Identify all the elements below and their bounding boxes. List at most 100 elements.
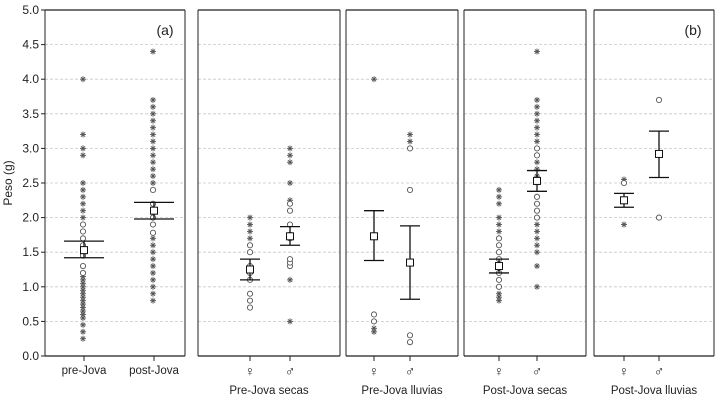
panel-b-group-3-male-point-star xyxy=(534,221,540,228)
panel-a-pre-point-star xyxy=(80,193,86,200)
panel-b-group-3-female-point-star xyxy=(496,214,502,221)
panel-b-group-3-male-point-circle xyxy=(533,145,541,152)
panel-b-group-2-male-point-star xyxy=(407,131,413,138)
sex-symbol-label: ♂ xyxy=(654,363,665,379)
panel-b-group-3-male-point-star xyxy=(534,249,540,256)
panel-b-group-3-male-point-star xyxy=(534,242,540,249)
panel-b-group-1-female-point-star xyxy=(247,221,253,228)
panel-b-group-2-female-point-circle xyxy=(370,318,378,325)
panel-b-group-2-male-point-star xyxy=(407,138,413,145)
panel-b-group-4-female-point-circle xyxy=(620,179,628,187)
panel-a-post-point-star xyxy=(150,242,156,249)
panel-b-group-1-male-point-circle xyxy=(286,256,294,263)
panel-a-pre-point-circle xyxy=(79,235,87,242)
panel-b-group-1-male-point-star xyxy=(287,152,293,159)
sex-symbol-label: ♀ xyxy=(494,363,505,379)
panel-b-group-3-male-point-circle xyxy=(533,207,541,214)
panel-b-group-4-male-point-circle xyxy=(655,96,663,104)
panel-a-pre-point-star xyxy=(80,152,86,159)
panel-b-group-3-male-point-star xyxy=(534,228,540,235)
panel-b-group-1-male-point-star xyxy=(287,180,293,186)
panel-b-group-2-female-mean-marker xyxy=(370,232,378,241)
panel-b-group-2-female-point-star xyxy=(371,76,377,83)
y-tick-label: 2.5 xyxy=(22,176,39,190)
panel-b-group-3-female-point-circle xyxy=(495,283,503,290)
panel-b-group-3-female-point-circle xyxy=(495,242,503,249)
panel-a-post-point-star xyxy=(150,249,156,256)
panel-b-group-1-female-point-star xyxy=(247,228,253,235)
panel-a-post-point-star xyxy=(150,152,156,159)
panel-a-post-point-star xyxy=(150,145,156,152)
panel-b-group-2-male-point-circle xyxy=(406,186,414,193)
panel-b-group-4-male-mean-marker xyxy=(655,149,663,158)
panel-b-group-2-male-point-circle xyxy=(406,332,414,339)
panel-b-group-3-male-point-star xyxy=(534,131,540,138)
panel-b-group-2-male-point-circle xyxy=(406,145,414,152)
group-label: Post-Jova secas xyxy=(483,385,568,397)
panel-b-group-1-female-point-star xyxy=(247,235,253,242)
panel-a-post-point-star xyxy=(150,131,156,138)
panel-a-pre-mean-marker xyxy=(80,246,88,255)
panel-a-post-point-star xyxy=(150,117,156,124)
panel-a-pre-point-star xyxy=(80,335,86,342)
panel-a-post-point-circle xyxy=(149,186,157,193)
panel-b-group-3-male-point-star xyxy=(534,48,540,55)
panel-a-pre-point-star xyxy=(80,200,86,207)
panel-a-pre-point-circle xyxy=(79,269,87,277)
panel-b-group-3-male-point-star xyxy=(534,117,540,124)
panel-b-group-3-male-point-star xyxy=(534,103,540,110)
panel-a-pre-point-star xyxy=(80,207,86,214)
panel-b-group-2-male-point-circle xyxy=(406,339,414,346)
panel-a-post-point-star xyxy=(150,180,156,186)
panel-b-group-1-male-point-star xyxy=(287,145,293,152)
sex-symbol-label: ♀ xyxy=(245,363,256,379)
chart-text: Peso (g) (a) (b) 0.0 0.5 1.0 1.5 2.0 2.5 3.0 3.… xyxy=(1,3,702,397)
panel-b-group-2-female-point-star xyxy=(371,328,377,335)
y-axis-label: Peso (g) xyxy=(1,160,15,205)
panel-a-post-point-star xyxy=(150,269,156,276)
panel-b-group-3-female-point-star xyxy=(496,294,502,301)
panel-b-group-2-female-point-circle xyxy=(370,311,378,318)
panel-b-group-3-female-point-circle xyxy=(495,235,503,242)
panel-a-pre-point-star xyxy=(80,180,86,186)
panel-b-group-3-female-point-star xyxy=(496,221,502,228)
plot-frames xyxy=(41,9,715,361)
y-tick-label: 3.0 xyxy=(22,141,39,155)
y-tick-label: 4.5 xyxy=(22,38,39,52)
panel-a-pre-point-star xyxy=(80,328,86,335)
sex-symbol-label: ♂ xyxy=(532,363,543,379)
panel-a-pre-point-star xyxy=(80,145,86,152)
panel-b-group-3-female-point-star xyxy=(496,193,502,200)
panel-b-group-1-female-mean-marker xyxy=(246,265,254,274)
panel-a-post-point-star xyxy=(150,297,156,304)
panel-b-group-3-female-point-star xyxy=(496,290,502,297)
panel-b-tag: (b) xyxy=(684,22,701,38)
panel-a-post-point-star xyxy=(150,159,156,166)
x-category-label: pre-Jova xyxy=(62,365,107,377)
panel-a-pre-point-circle xyxy=(79,262,87,270)
panel-b-group-3-male-point-star xyxy=(534,263,540,270)
panel-b-group-3-male-point-circle xyxy=(533,152,541,159)
panel-a-pre-point-circle xyxy=(79,221,87,228)
panel-a-post-point-star xyxy=(150,256,156,263)
panel-b-group-1-male-mean-marker xyxy=(286,232,294,241)
panel-a-post-point-star xyxy=(150,138,156,145)
panel-b-group-3-male-point-star xyxy=(534,124,540,131)
panel-b-group-2-male-mean-marker xyxy=(406,258,414,267)
panel-a-post-point-circle xyxy=(149,221,157,228)
y-tick-label: 1.5 xyxy=(22,245,39,259)
data-points xyxy=(64,48,669,346)
y-tick-label: 3.5 xyxy=(22,107,39,121)
panel-b-group-3-male-point-star xyxy=(534,110,540,117)
sex-symbol-label: ♀ xyxy=(619,363,630,379)
panel-b-group-1-male-point-circle xyxy=(286,207,294,214)
panel-b-group-3-female-point-star xyxy=(496,200,502,207)
panel-b-group-1-female-point-circle xyxy=(246,304,254,311)
y-tick-label: 4.0 xyxy=(22,72,39,86)
sex-symbol-label: ♀ xyxy=(369,363,380,379)
panel-a-post-point-star xyxy=(150,103,156,110)
panel-b-group-1-male-point-star xyxy=(287,276,293,283)
x-category-label: post-Jova xyxy=(129,365,179,377)
panel-b-group-4-female-mean-marker xyxy=(620,196,628,205)
